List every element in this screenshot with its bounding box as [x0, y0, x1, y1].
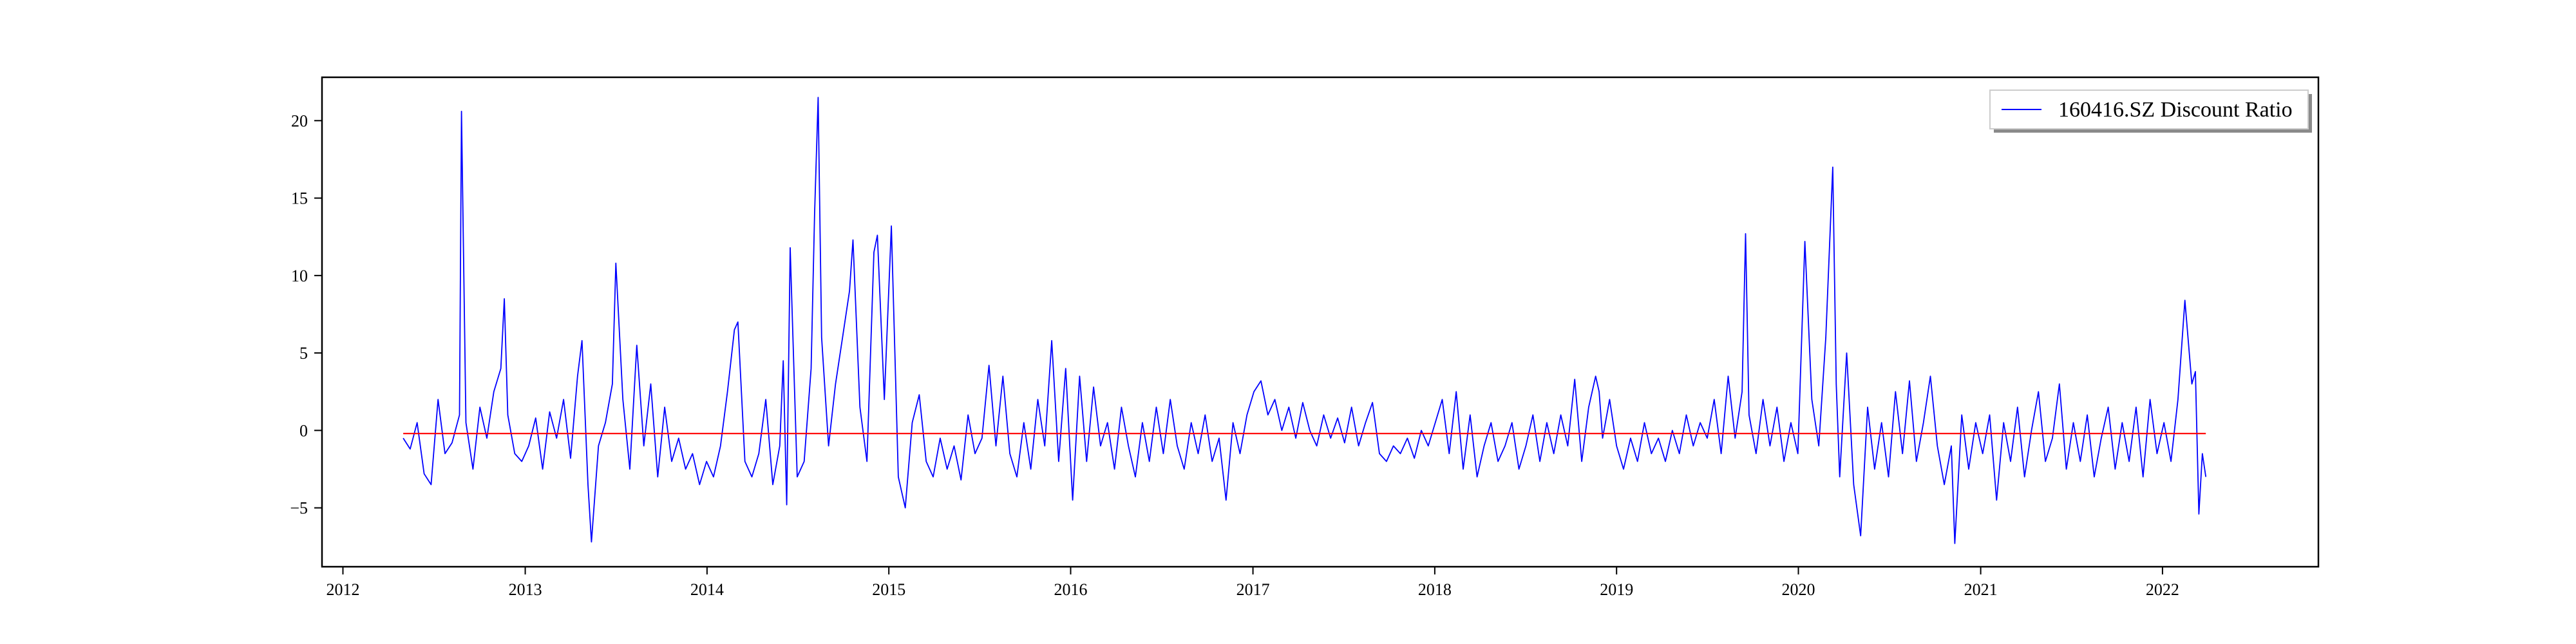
- x-tick-label: 2021: [1964, 580, 1998, 599]
- x-tick-label: 2014: [690, 580, 724, 599]
- x-axis: 2012 2013 2014 2015 2016 2017 2018 2019 2020 2021…: [326, 567, 2179, 599]
- y-tick-label: 5: [299, 344, 308, 363]
- x-tick-label: 2012: [326, 580, 359, 599]
- y-axis: −5 0 5 10 15 20: [290, 111, 322, 518]
- x-tick-label: 2016: [1054, 580, 1088, 599]
- legend: 160416.SZ Discount Ratio: [1989, 90, 2312, 133]
- x-tick-label: 2018: [1418, 580, 1452, 599]
- y-tick-label: 10: [291, 267, 308, 285]
- x-tick-label: 2019: [1600, 580, 1633, 599]
- series-line-discount-ratio: [402, 97, 2207, 544]
- x-tick-label: 2015: [872, 580, 905, 599]
- x-tick-label: 2013: [509, 580, 542, 599]
- legend-box: [1989, 90, 2309, 129]
- legend-label: 160416.SZ Discount Ratio: [2058, 98, 2293, 122]
- y-tick-label: 0: [299, 421, 308, 440]
- x-tick-label: 2020: [1782, 580, 1815, 599]
- y-tick-label: 15: [291, 189, 308, 208]
- plot-frame: [321, 76, 2320, 568]
- y-tick-label: −5: [290, 499, 308, 518]
- x-tick-label: 2022: [2146, 580, 2179, 599]
- x-tick-label: 2017: [1236, 580, 1270, 599]
- y-tick-label: 20: [291, 111, 308, 130]
